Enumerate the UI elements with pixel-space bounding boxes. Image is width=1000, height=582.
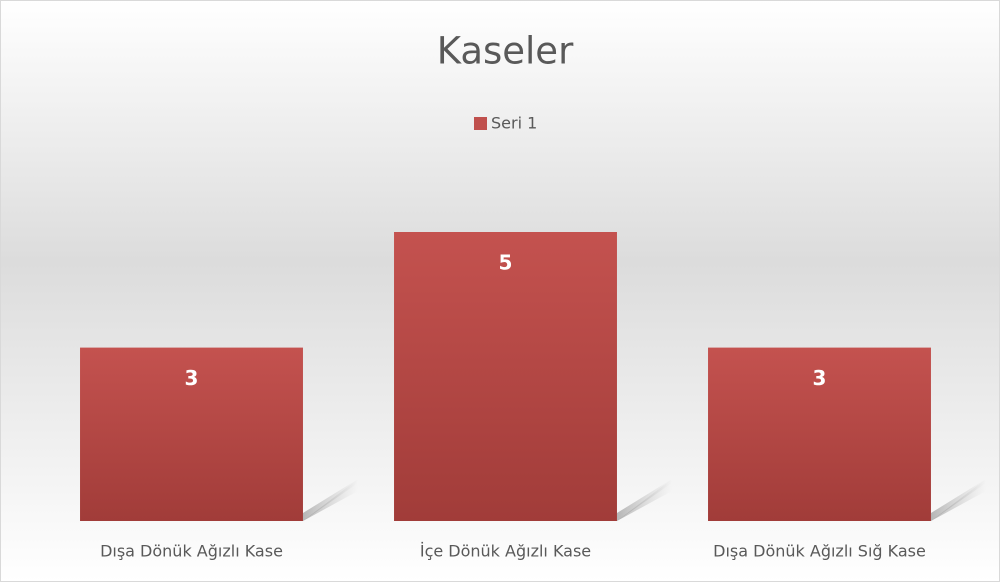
data-label: 5 (499, 251, 513, 275)
chart-title: Kaseler (437, 30, 574, 73)
bar-shadow (302, 479, 358, 521)
bar (708, 347, 931, 521)
x-tick-label: Dışa Dönük Ağızlı Kase (100, 542, 283, 561)
legend-label: Seri 1 (491, 114, 537, 133)
bar-shadow (930, 479, 986, 521)
bar-shadow (616, 479, 672, 521)
x-tick-label: Dışa Dönük Ağızlı Sığ Kase (713, 542, 926, 561)
bar (394, 232, 617, 521)
data-label: 3 (185, 366, 199, 390)
legend-swatch (474, 117, 487, 130)
bar (80, 347, 303, 521)
data-label: 3 (813, 366, 827, 390)
x-tick-label: İçe Dönük Ağızlı Kase (420, 542, 591, 561)
